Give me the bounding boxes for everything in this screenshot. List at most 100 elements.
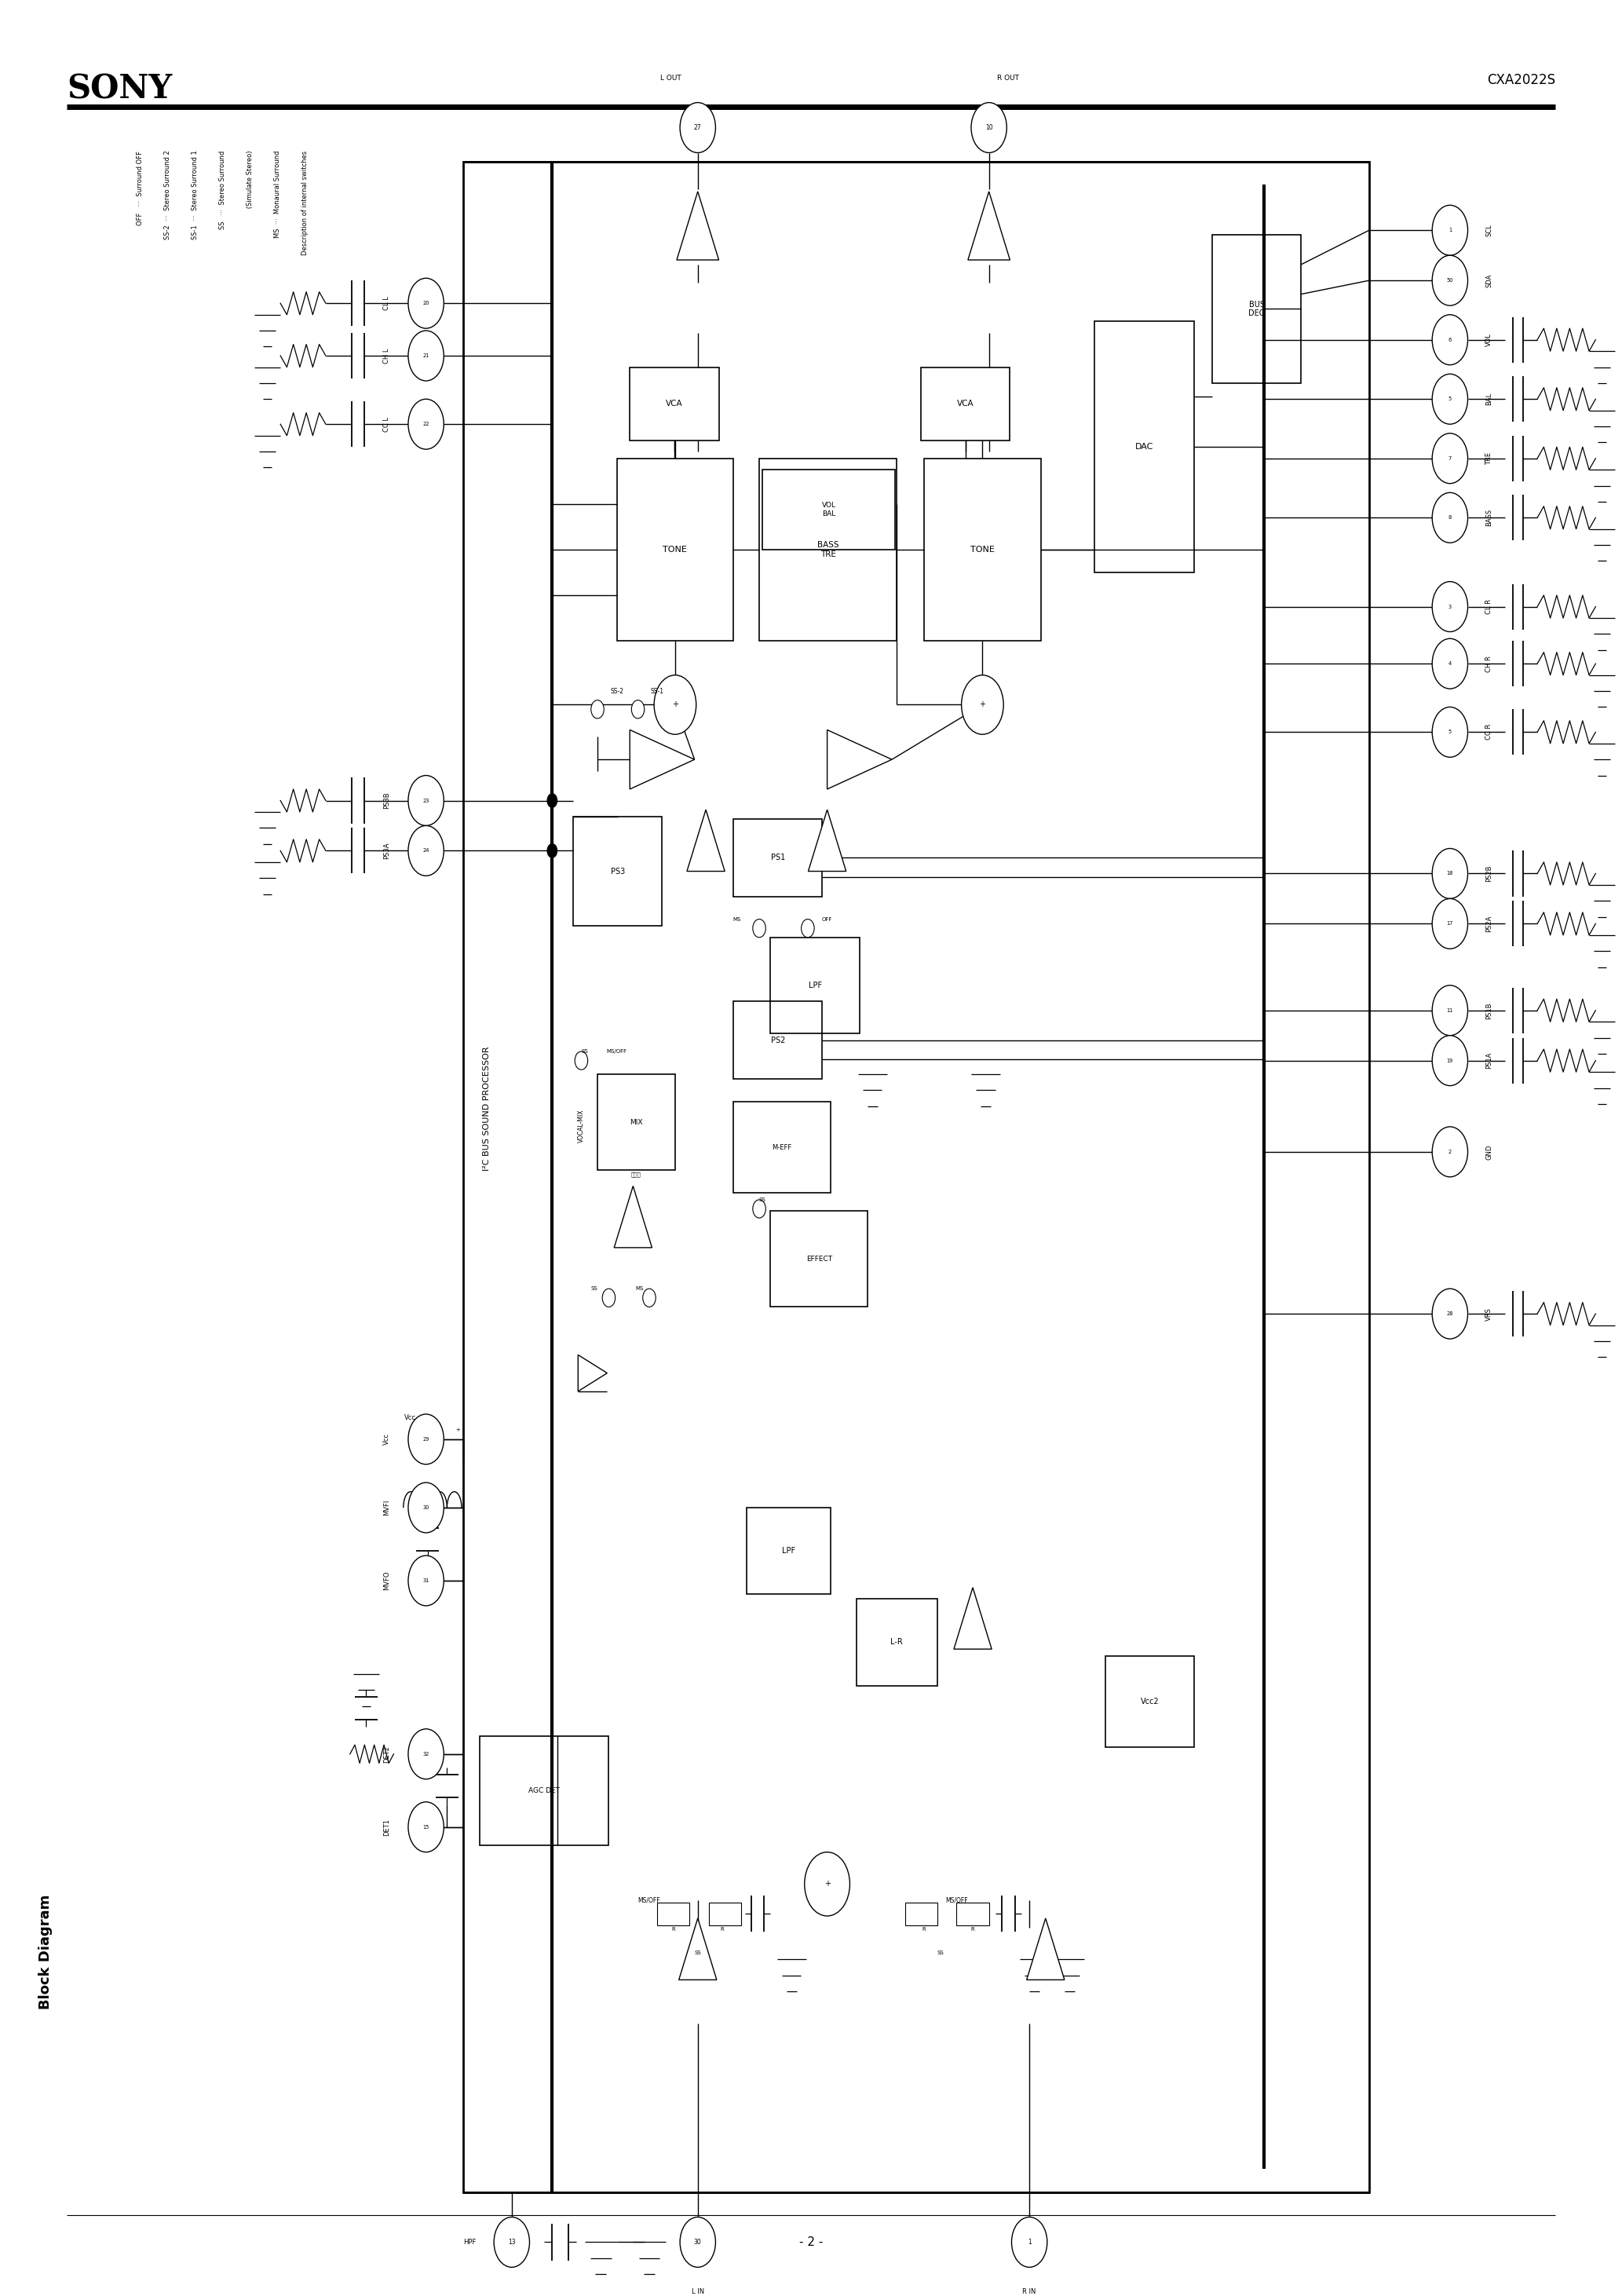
Circle shape [1432, 434, 1468, 484]
Text: OFF: OFF [822, 916, 832, 921]
Text: 18: 18 [1447, 870, 1453, 875]
Text: LPF: LPF [808, 980, 822, 990]
Circle shape [1432, 204, 1468, 255]
Text: 29: 29 [423, 1437, 430, 1442]
Bar [1212, 234, 1301, 383]
Text: SS: SS [938, 1949, 944, 1954]
Circle shape [409, 827, 444, 875]
Polygon shape [688, 810, 725, 870]
Text: Vcc: Vcc [383, 1433, 391, 1444]
Text: GND: GND [1486, 1143, 1492, 1159]
Text: - 2 -: - 2 - [800, 2236, 822, 2248]
Text: 20: 20 [423, 301, 430, 305]
Circle shape [547, 845, 556, 859]
Text: MS/OFF: MS/OFF [946, 1896, 968, 1903]
Text: 21: 21 [423, 354, 430, 358]
Text: 23: 23 [423, 799, 430, 804]
Text: TONE: TONE [970, 546, 994, 553]
Text: 1: 1 [1027, 2239, 1032, 2245]
Text: R: R [923, 1926, 926, 1931]
Text: SS: SS [581, 1049, 587, 1054]
Bar [770, 1210, 868, 1306]
Text: MVFO: MVFO [383, 1570, 391, 1591]
Circle shape [409, 1483, 444, 1534]
Circle shape [642, 1288, 655, 1306]
Text: DET1: DET1 [383, 1818, 391, 1835]
Polygon shape [676, 191, 719, 259]
Text: MS/OFF: MS/OFF [637, 1896, 660, 1903]
Bar [629, 367, 719, 441]
Text: VOCAL-MIX: VOCAL-MIX [577, 1109, 586, 1143]
Text: L-R: L-R [890, 1639, 903, 1646]
Text: PS3: PS3 [610, 868, 624, 875]
Circle shape [962, 675, 1004, 735]
Circle shape [547, 794, 556, 808]
Text: PS2A: PS2A [1486, 916, 1492, 932]
Text: VCA: VCA [957, 400, 973, 409]
Text: PS1A: PS1A [1486, 1052, 1492, 1070]
Bar [921, 367, 1011, 441]
Circle shape [1432, 255, 1468, 305]
Bar [1095, 321, 1194, 572]
Text: R IN: R IN [1022, 2287, 1036, 2294]
Polygon shape [968, 191, 1011, 259]
Text: MVFI: MVFI [383, 1499, 391, 1515]
Polygon shape [577, 1355, 607, 1391]
Bar [759, 459, 897, 641]
Circle shape [753, 1201, 766, 1217]
Circle shape [1432, 1288, 1468, 1339]
Text: 17: 17 [1447, 921, 1453, 925]
Text: LPF: LPF [782, 1548, 795, 1554]
Text: SDA: SDA [1486, 273, 1492, 287]
Text: 5: 5 [1448, 397, 1452, 402]
Circle shape [1432, 315, 1468, 365]
Circle shape [1432, 850, 1468, 898]
Text: +: + [824, 1880, 830, 1887]
Text: Vcc: Vcc [404, 1414, 415, 1421]
Text: PS3B: PS3B [383, 792, 391, 808]
Text: 31: 31 [423, 1577, 430, 1582]
Text: HPF: HPF [464, 2239, 477, 2245]
Bar [957, 1903, 989, 1924]
Polygon shape [1027, 1917, 1064, 1979]
Text: 6: 6 [1448, 338, 1452, 342]
Circle shape [805, 1853, 850, 1915]
Circle shape [1432, 581, 1468, 631]
Text: DAC: DAC [1135, 443, 1153, 450]
Bar [733, 820, 822, 895]
Text: CL L: CL L [383, 296, 391, 310]
Text: R: R [672, 1926, 675, 1931]
Circle shape [631, 700, 644, 719]
Circle shape [495, 2218, 529, 2266]
Text: SS   ···  Stereo Surround: SS ··· Stereo Surround [219, 152, 225, 230]
Text: PS3A: PS3A [383, 843, 391, 859]
Circle shape [1432, 1035, 1468, 1086]
Bar [733, 1102, 830, 1194]
Text: +: + [672, 700, 678, 709]
Text: PS2B: PS2B [1486, 866, 1492, 882]
Text: VOL
BAL: VOL BAL [822, 503, 835, 517]
Text: VRS: VRS [1486, 1306, 1492, 1320]
Bar [1106, 1655, 1194, 1747]
Text: 50: 50 [1447, 278, 1453, 282]
Bar [709, 1903, 741, 1924]
Text: 27: 27 [694, 124, 702, 131]
Text: SS-2  ···  Stereo Surround 2: SS-2 ··· Stereo Surround 2 [164, 152, 170, 239]
Text: MS/OFF: MS/OFF [607, 1049, 628, 1054]
Circle shape [409, 1729, 444, 1779]
Text: PS1: PS1 [770, 854, 785, 861]
Bar [762, 471, 895, 549]
Bar [925, 459, 1041, 641]
Bar [657, 1903, 689, 1924]
Text: 15: 15 [423, 1825, 430, 1830]
Text: TONE: TONE [663, 546, 688, 553]
Text: AGC DET: AGC DET [529, 1786, 560, 1793]
Text: PS1B: PS1B [1486, 1001, 1492, 1019]
Circle shape [654, 675, 696, 735]
Text: L IN: L IN [691, 2287, 704, 2294]
Text: 30: 30 [423, 1506, 430, 1511]
Text: MIX: MIX [629, 1118, 642, 1125]
Text: OFF   ···  Surround OFF: OFF ··· Surround OFF [136, 152, 143, 225]
Text: 5: 5 [1448, 730, 1452, 735]
Text: SS: SS [590, 1286, 597, 1290]
